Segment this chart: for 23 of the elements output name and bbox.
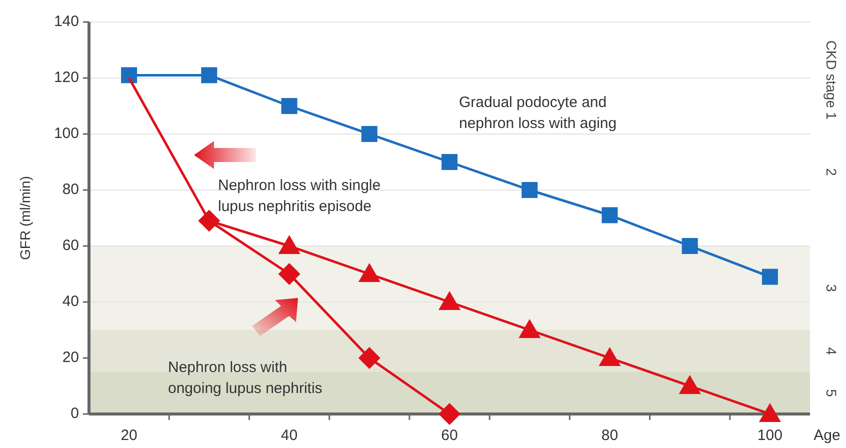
x-tick-label: 40 [280,427,298,444]
y-tick-label: 140 [54,12,79,30]
annotation: Gradual podocyte and nephron loss with aging [459,94,617,132]
y-tick-label: 120 [54,68,79,86]
y-axis-title: GFR (ml/min) [17,176,33,260]
band-label: 5 [823,389,840,398]
y-tick-label: 60 [62,236,79,254]
x-tick-label: 60 [441,427,458,444]
x-axis-title: Age [814,427,840,444]
text: CKD stage 1 [823,40,840,120]
x-tick-label: 80 [601,427,618,444]
x-tick-label: 20 [120,427,138,444]
y-tick-label: 80 [62,180,79,198]
y-tick-label: 100 [54,124,79,142]
annotation: Nephron loss with ongoing lupus nephritis [168,359,322,397]
annotation: Nephron loss with single lupus nephritis episode [218,177,381,215]
band-label: 3 [823,284,840,292]
text: 2 [823,168,840,176]
band-label: 4 [823,347,840,356]
y-tick-label: 0 [70,404,79,422]
x-tick-label: 100 [757,427,782,444]
y-tick-label: 20 [62,348,79,366]
y-tick-label: 40 [62,292,79,310]
